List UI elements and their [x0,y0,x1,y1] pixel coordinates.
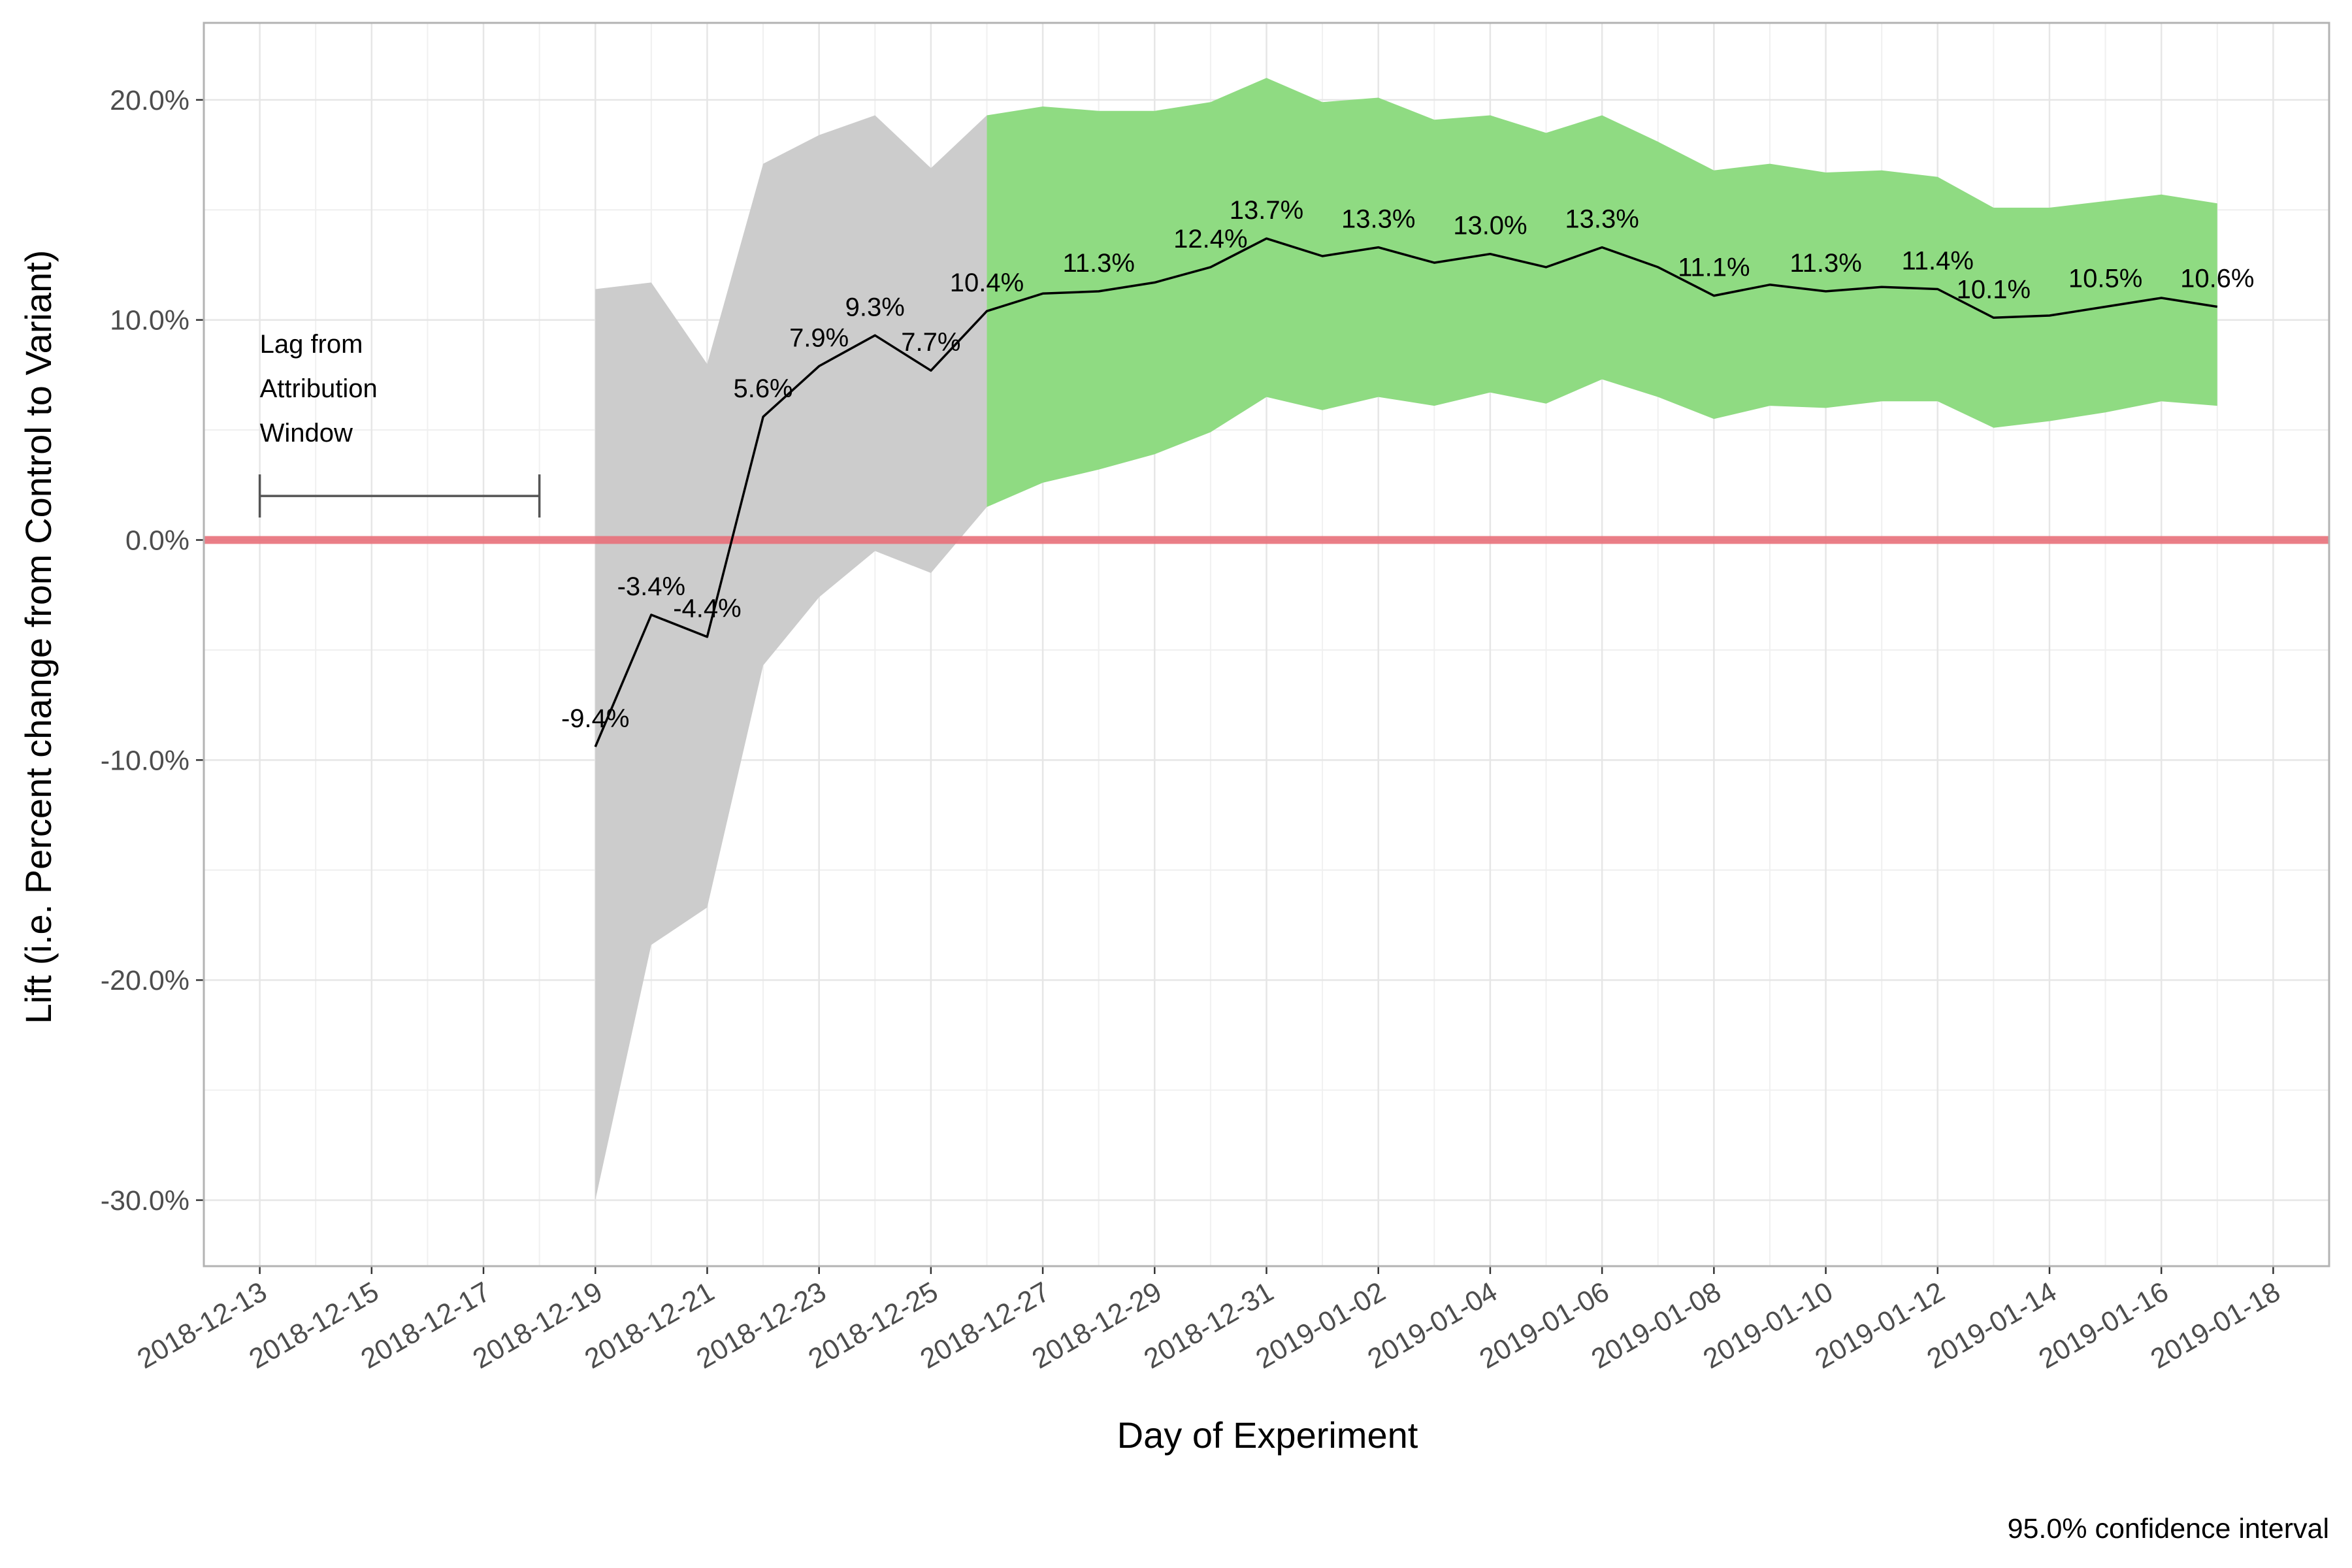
data-label: 11.1% [1678,253,1750,282]
data-label: -9.4% [561,704,630,733]
data-label: 5.6% [733,374,792,403]
annotation-text-line: Window [260,419,353,448]
lift-series-line [594,237,2218,747]
data-labels: -9.4% -3.4%-4.4% 5.6% 7.9%9.3% 7.7% 10.4% 11.3… [561,196,2255,733]
data-label: -4.4% [673,595,742,623]
y-tick-label: -10.0% [101,745,189,776]
ci-band-significant [987,78,2217,507]
y-tick-label: -20.0% [101,965,189,996]
panel-border [203,22,2330,1267]
annotation-text-line: Lag from [260,330,363,359]
data-label: 10.4% [950,269,1024,297]
x-axis-title: Day of Experiment [1117,1414,1418,1456]
annotation-text-line: Attribution [260,374,378,403]
y-tick-label: -30.0% [101,1185,189,1217]
data-label: 11.3% [1062,249,1134,278]
data-label: -3.4% [617,572,686,601]
confidence-bands [595,78,2217,1200]
data-label: 10.1% [1957,275,2031,304]
y-tick-label: 10.0% [110,305,189,336]
y-axis-title: Lift (i.e. Percent change from Control t… [18,250,59,1024]
data-label: 13.3% [1565,205,1639,234]
data-label: 11.4% [1902,247,1974,276]
data-label: 9.3% [845,293,905,321]
data-label: 10.6% [2180,264,2254,293]
caption: 95.0% confidence interval [2008,1513,2329,1544]
lift-line [594,237,2218,747]
ci-band-not-significant [595,115,987,1200]
data-label: 12.4% [1173,225,1247,253]
data-label: 13.3% [1341,205,1415,234]
data-label: 7.9% [789,323,849,352]
data-label: 11.3% [1789,249,1861,278]
data-label: 10.5% [2068,264,2142,293]
data-label: 13.7% [1230,196,1303,225]
data-label: 13.0% [1453,212,1527,240]
data-label: 7.7% [901,328,960,357]
lag-annotation: Lag from Attribution Window [258,330,541,518]
y-tick-label: 0.0% [125,525,189,557]
y-tick-label: 20.0% [110,85,189,116]
